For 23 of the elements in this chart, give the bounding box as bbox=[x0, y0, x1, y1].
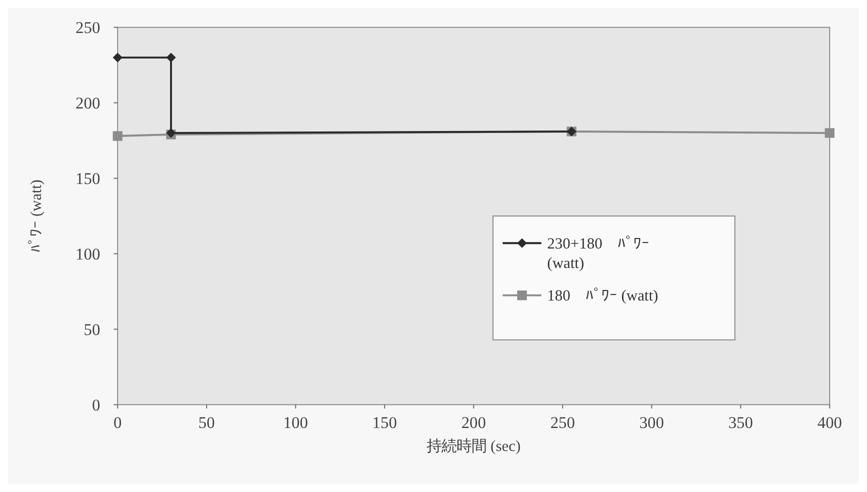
x-tick-label: 350 bbox=[728, 412, 754, 432]
x-tick-label: 300 bbox=[639, 412, 664, 432]
point bbox=[112, 52, 122, 62]
point bbox=[112, 131, 122, 141]
legend-label: 180 ﾊﾟﾜｰ (watt) bbox=[547, 288, 658, 305]
y-tick-label: 100 bbox=[76, 244, 100, 264]
x-tick-label: 50 bbox=[198, 412, 215, 432]
y-axis-title: ﾊﾟﾜｰ (watt) bbox=[28, 180, 46, 252]
x-axis-title: 持続時間 (sec) bbox=[426, 438, 521, 456]
y-tick-label: 0 bbox=[92, 395, 100, 414]
x-tick-label: 200 bbox=[461, 412, 486, 432]
x-tick-label: 0 bbox=[114, 412, 122, 432]
point bbox=[166, 52, 176, 62]
legend-label: 230+180 ﾊﾟﾜｰ (watt) bbox=[547, 236, 650, 272]
y-tick-label: 50 bbox=[84, 320, 100, 339]
x-tick-label: 400 bbox=[817, 412, 842, 432]
x-tick-label: 100 bbox=[283, 412, 308, 432]
x-tick-label: 250 bbox=[550, 412, 575, 432]
y-tick-label: 250 bbox=[76, 18, 100, 38]
y-tick-label: 200 bbox=[76, 94, 100, 113]
x-tick-label: 150 bbox=[372, 412, 397, 432]
y-tick-label: 150 bbox=[76, 169, 100, 188]
point bbox=[824, 128, 835, 138]
